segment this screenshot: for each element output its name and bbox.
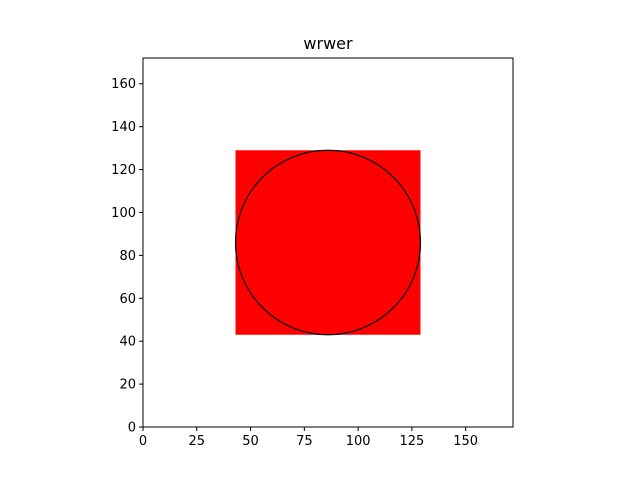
x-tick-label: 100 — [346, 434, 371, 449]
y-tick-label: 100 — [111, 206, 136, 221]
chart-title: wrwer — [303, 34, 353, 53]
y-axis: 0 20 40 60 80 100 120 140 160 — [111, 77, 143, 436]
y-tick-label: 120 — [111, 163, 136, 178]
x-tick-label: 75 — [296, 434, 313, 449]
y-tick-label: 0 — [128, 421, 136, 436]
x-axis: 0 25 50 75 100 125 150 — [139, 427, 478, 449]
axes-frame — [142, 57, 514, 428]
x-tick-label: 0 — [139, 434, 147, 449]
y-tick-label: 40 — [119, 335, 136, 350]
x-tick-label: 125 — [399, 434, 424, 449]
circle-shape — [234, 149, 422, 336]
y-tick-label: 20 — [119, 378, 136, 393]
y-tick-label: 160 — [111, 77, 136, 92]
y-tick-label: 80 — [119, 249, 136, 264]
y-tick-label: 140 — [111, 120, 136, 135]
shapes-layer — [234, 149, 422, 336]
x-tick-label: 25 — [189, 434, 206, 449]
y-tick-label: 60 — [119, 292, 136, 307]
x-tick-label: 50 — [242, 434, 259, 449]
x-tick-label: 150 — [453, 434, 478, 449]
